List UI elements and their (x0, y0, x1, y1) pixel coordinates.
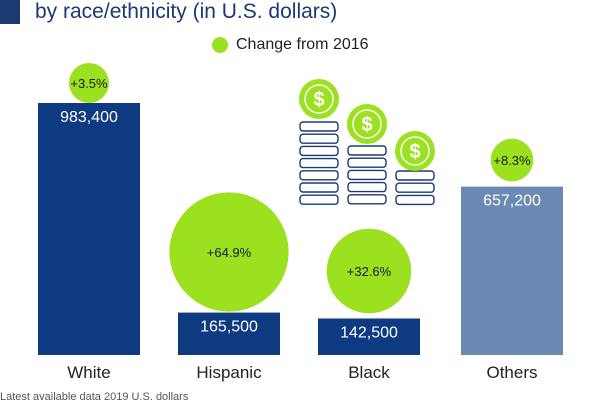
value-label-white: 983,400 (60, 109, 118, 126)
coin-stack-3-coin (395, 170, 435, 181)
category-label-white: White (67, 363, 110, 382)
dollar-coin-ring-2 (352, 109, 382, 139)
dollar-coin-ring-1 (304, 84, 334, 114)
value-label-black: 142,500 (340, 324, 398, 341)
coin-stack-1-coin (299, 170, 339, 181)
bar-white (38, 103, 140, 355)
change-label-others: +8.3% (493, 153, 531, 168)
coin-stack-2-coin (347, 181, 387, 193)
dollar-sign-3: $ (409, 141, 420, 163)
coin-stack-1-coin (299, 121, 339, 132)
category-label-others: Others (486, 363, 537, 382)
coin-stack-2-coin (347, 169, 387, 181)
change-bubble-black (326, 228, 412, 314)
change-bubbles-group: +3.5% +64.9% +32.6% +8.3% (69, 63, 534, 314)
dollar-sign-1: $ (313, 89, 324, 111)
change-label-black: +32.6% (347, 264, 392, 279)
change-bubble-hispanic (169, 192, 289, 312)
coin-stack-3-coin (395, 182, 435, 193)
bar-others (461, 186, 563, 355)
bar-black (318, 318, 420, 355)
title-accent-bar (0, 0, 20, 24)
coin-stack-1-coin (299, 182, 339, 193)
coin-stack-1-coin (299, 145, 339, 157)
legend-marker (212, 37, 228, 53)
coin-stack-2-coin (347, 194, 387, 205)
coin-stack-3-coin (395, 194, 435, 206)
category-label-hispanic: Hispanic (196, 363, 262, 382)
bars-group: 983,400 165,500 142,500 657,200 (38, 103, 563, 355)
coin-stack-decoration: $ $ $ (299, 79, 435, 206)
chart-subtitle: by race/ethnicity (in U.S. dollars) (35, 0, 338, 23)
footnote: Latest available data 2019 U.S. dollars (0, 391, 189, 403)
value-label-others: 657,200 (483, 193, 541, 210)
coin-stack-1-coin (299, 157, 339, 169)
change-label-white: +3.5% (70, 76, 108, 91)
category-label-black: Black (348, 363, 390, 382)
change-bubble-white (69, 63, 109, 103)
coin-stack-1-coin (299, 194, 339, 205)
category-labels-group: White Hispanic Black Others (67, 363, 537, 382)
legend-label: Change from 2016 (236, 36, 369, 53)
change-label-hispanic: +64.9% (207, 245, 252, 260)
value-label-hispanic: 165,500 (200, 319, 258, 336)
dollar-coin-ring-3 (400, 136, 430, 166)
dollar-sign-2: $ (361, 114, 372, 136)
coin-stack-2-coin (347, 145, 387, 156)
legend: Change from 2016 (212, 36, 369, 54)
change-bubble-others (490, 138, 534, 182)
bar-hispanic (178, 312, 280, 355)
coin-stack-1-coin (299, 133, 339, 144)
coin-stack-2-coin (347, 157, 387, 168)
